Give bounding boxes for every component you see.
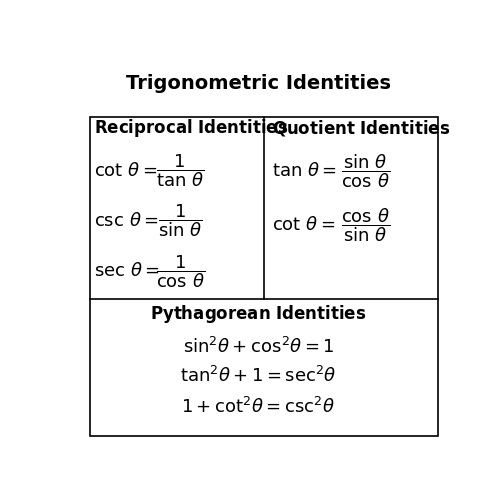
Text: $1 + \cot^2\!\theta = \csc^2\!\theta$: $1 + \cot^2\!\theta = \csc^2\!\theta$	[181, 397, 335, 417]
Bar	[90, 117, 438, 436]
Text: $\dfrac{1}{\cos\,\theta}$: $\dfrac{1}{\cos\,\theta}$	[156, 253, 205, 290]
Text: $\sin^2\!\theta + \cos^2\!\theta = 1$: $\sin^2\!\theta + \cos^2\!\theta = 1$	[182, 337, 334, 357]
Text: $\dfrac{\sin\,\theta}{\cos\,\theta}$: $\dfrac{\sin\,\theta}{\cos\,\theta}$	[341, 152, 390, 190]
Text: $\dfrac{1}{\sin\,\theta}$: $\dfrac{1}{\sin\,\theta}$	[158, 203, 203, 239]
Text: $\cot\,\theta =$: $\cot\,\theta =$	[94, 162, 158, 180]
Text: $\dfrac{1}{\tan\,\theta}$: $\dfrac{1}{\tan\,\theta}$	[156, 152, 204, 189]
Text: Trigonometric Identities: Trigonometric Identities	[126, 74, 391, 93]
Text: $\cot\,\theta =$: $\cot\,\theta =$	[272, 216, 336, 234]
Text: $\dfrac{\cos\,\theta}{\sin\,\theta}$: $\dfrac{\cos\,\theta}{\sin\,\theta}$	[341, 206, 390, 244]
Text: $\mathbf{Quotient\ Identities}$: $\mathbf{Quotient\ Identities}$	[272, 118, 451, 138]
Text: $\mathbf{Reciprocal\ Identities}$: $\mathbf{Reciprocal\ Identities}$	[94, 117, 288, 139]
Text: $\csc\,\theta =$: $\csc\,\theta =$	[94, 212, 159, 230]
Text: $\tan\,\theta =$: $\tan\,\theta =$	[272, 162, 337, 180]
Text: $\tan^2\!\theta + 1 = \sec^2\!\theta$: $\tan^2\!\theta + 1 = \sec^2\!\theta$	[180, 366, 337, 386]
Text: $\mathbf{Pythagorean\ Identities}$: $\mathbf{Pythagorean\ Identities}$	[150, 303, 366, 325]
Text: $\sec\,\theta =$: $\sec\,\theta =$	[94, 263, 160, 281]
